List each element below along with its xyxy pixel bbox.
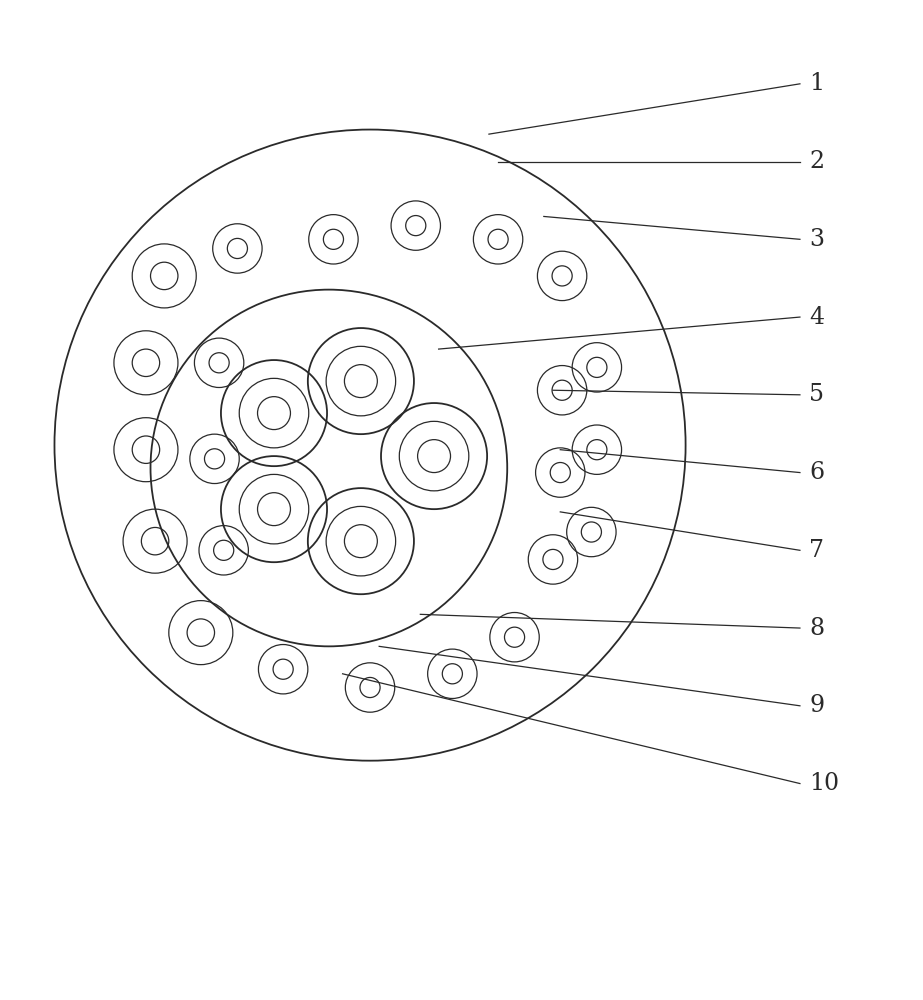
Text: 6: 6 — [809, 461, 824, 484]
Text: 3: 3 — [809, 228, 824, 251]
Text: 5: 5 — [809, 383, 824, 406]
Text: 9: 9 — [809, 694, 824, 717]
Text: 10: 10 — [809, 772, 839, 795]
Text: 8: 8 — [809, 617, 824, 640]
Text: 2: 2 — [809, 150, 824, 173]
Text: 1: 1 — [809, 72, 824, 95]
Text: 7: 7 — [809, 539, 824, 562]
Text: 4: 4 — [809, 306, 824, 329]
